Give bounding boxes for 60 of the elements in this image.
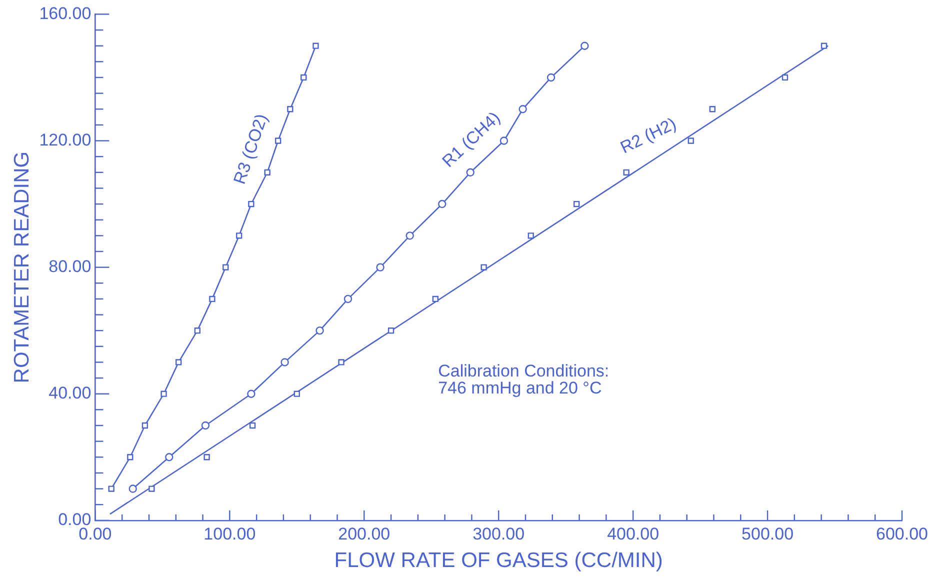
- point: [148, 486, 155, 492]
- point: [528, 232, 534, 239]
- point: [623, 169, 630, 176]
- point: [274, 138, 282, 144]
- point: [518, 105, 527, 114]
- text: R2 (H2): [617, 114, 680, 158]
- point: [300, 74, 307, 81]
- point: [249, 422, 256, 429]
- point: [316, 326, 324, 335]
- point: [782, 74, 788, 81]
- point: [204, 454, 210, 460]
- point: [688, 138, 694, 144]
- x-tick-label: 200.00: [338, 524, 390, 544]
- point: [127, 454, 134, 460]
- point: [546, 73, 556, 82]
- point: [376, 263, 384, 272]
- point: [160, 390, 167, 397]
- point: [466, 168, 474, 176]
- point: [388, 328, 394, 334]
- y-tick-label: 40.00: [48, 384, 92, 403]
- annotation: Calibration Conditions: 746 mmHg and 20 °C: [438, 362, 610, 398]
- point: [175, 359, 182, 366]
- y-tick-label: 160.00: [39, 4, 92, 23]
- point: [108, 486, 114, 492]
- x-tick-label: 400.00: [607, 524, 660, 544]
- point: [709, 106, 716, 112]
- x-axis-title: FLOW RATE OF GASES (CC/MIN): [334, 549, 663, 572]
- point: [247, 390, 256, 398]
- point: [142, 422, 148, 429]
- x-tick-label: 0.00: [78, 524, 112, 544]
- point: [165, 453, 174, 462]
- point: [574, 200, 580, 208]
- point: [264, 169, 270, 176]
- y-axis-title: ROTAMETER READING: [10, 151, 34, 384]
- point: [287, 106, 294, 112]
- point: [344, 294, 352, 304]
- point: [280, 358, 289, 366]
- point: [480, 264, 487, 270]
- text: R3 (CO2): [230, 112, 272, 187]
- point: [820, 42, 828, 49]
- point: [580, 42, 589, 50]
- point: [294, 390, 300, 397]
- x-tick-label: 500.00: [742, 524, 794, 544]
- x-tick-label: 300.00: [472, 524, 525, 544]
- point: [248, 200, 254, 208]
- point: [432, 296, 438, 302]
- y-tick-label: 80.00: [48, 256, 92, 276]
- point: [338, 359, 344, 366]
- point: [194, 328, 200, 334]
- point: [209, 296, 216, 302]
- point: [438, 200, 446, 208]
- point: [236, 232, 242, 239]
- point: [128, 484, 137, 493]
- x-tick-label: 600.00: [876, 524, 928, 544]
- point: [222, 264, 229, 270]
- point: [406, 232, 414, 240]
- x-tick-label: 100.00: [204, 524, 256, 544]
- point: [312, 42, 319, 49]
- point: [201, 421, 210, 430]
- y-tick-label: 120.00: [39, 130, 92, 150]
